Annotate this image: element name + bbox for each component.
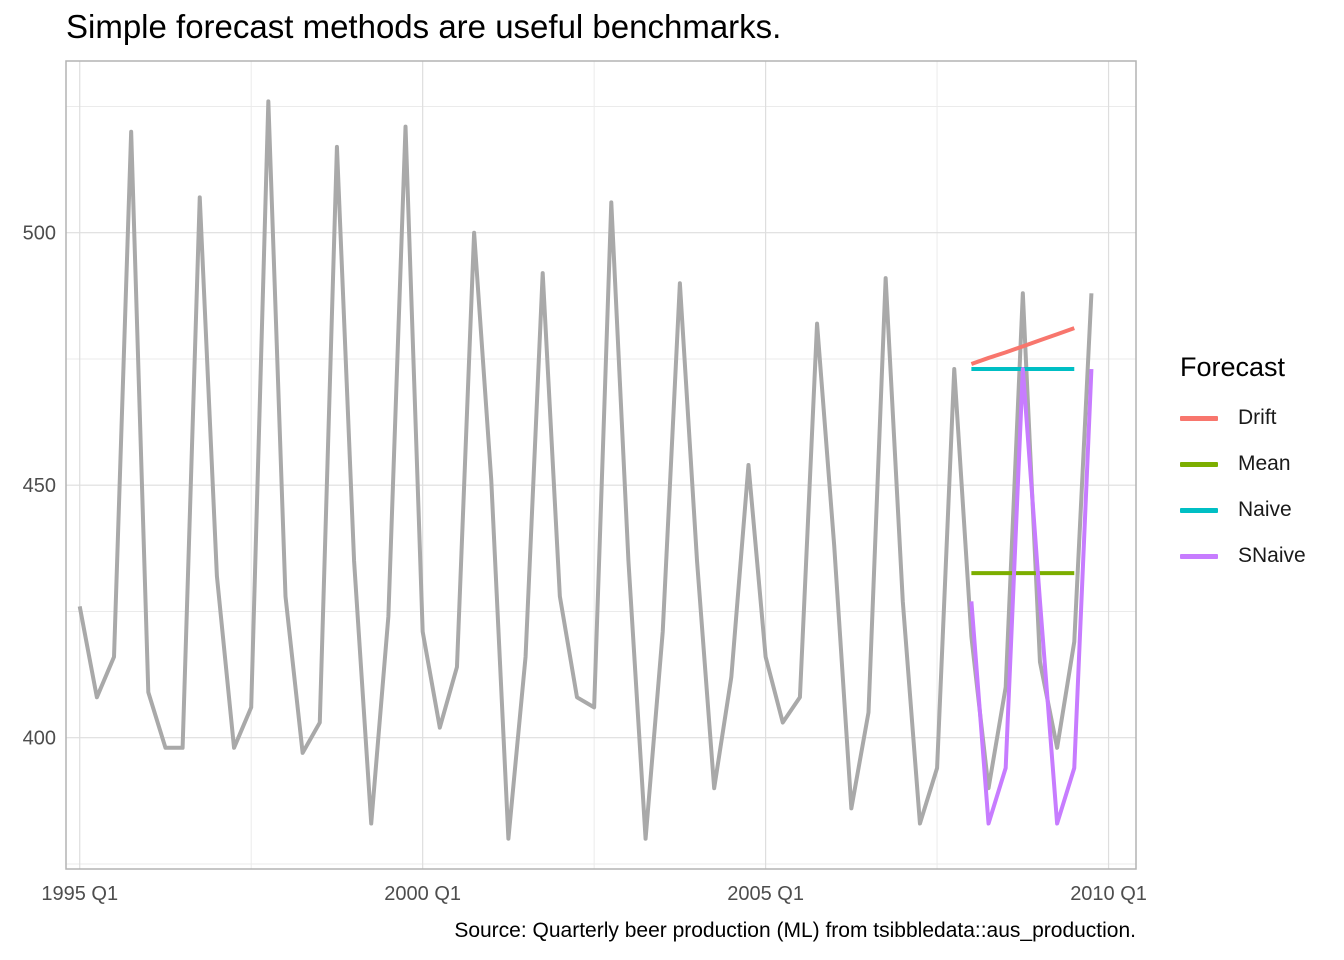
legend-label: SNaive [1238, 544, 1306, 567]
forecast-line-snaive [969, 367, 1094, 826]
x-tick-label: 2010 Q1 [1070, 883, 1147, 905]
grid-lines [66, 61, 1136, 869]
legend-key-swatch [1180, 461, 1218, 467]
legend-title: Forecast [1180, 352, 1286, 382]
x-tick-label: 1995 Q1 [41, 883, 118, 905]
legend-item-drift: Drift [1180, 395, 1306, 441]
y-tick-label: 450 [23, 475, 56, 497]
observed-series-line [77, 99, 1094, 841]
legend-label: Mean [1238, 452, 1291, 475]
x-tick-label: 2000 Q1 [384, 883, 461, 905]
x-tick-label: 2005 Q1 [727, 883, 804, 905]
forecast-line-drift [970, 326, 1075, 366]
chart-title: Simple forecast methods are useful bench… [66, 8, 782, 45]
legend-label: Drift [1238, 406, 1277, 429]
legend-key-swatch [1180, 553, 1218, 559]
panel-border [65, 60, 1137, 870]
legend-item-naive: Naive [1180, 487, 1306, 533]
y-tick-label: 400 [23, 728, 56, 750]
legend: Forecast Drift Mean Naive SNaive [1180, 352, 1306, 579]
legend-label: Naive [1238, 498, 1292, 521]
legend-key-swatch [1180, 415, 1218, 421]
legend-item-snaive: SNaive [1180, 533, 1306, 579]
legend-key-swatch [1180, 507, 1218, 513]
series-lines [77, 99, 1094, 841]
y-tick-label: 500 [23, 223, 56, 245]
chart-caption: Source: Quarterly beer production (ML) f… [454, 919, 1136, 942]
axis-labels: 400 450 500 1995 Q1 2000 Q1 2005 Q1 2010 Q1 [23, 223, 1147, 905]
legend-item-mean: Mean [1180, 441, 1306, 487]
